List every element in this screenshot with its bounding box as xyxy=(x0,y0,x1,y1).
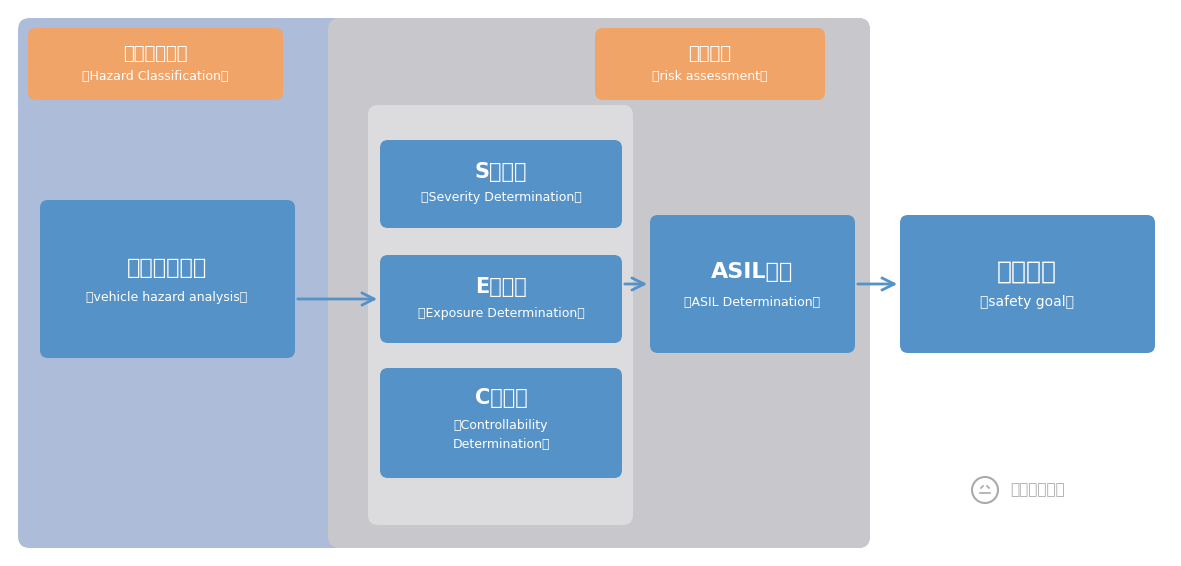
Text: （safety goal）: （safety goal） xyxy=(980,295,1074,309)
FancyBboxPatch shape xyxy=(380,255,622,343)
Text: 焉知智能汽车: 焉知智能汽车 xyxy=(1010,482,1065,498)
FancyBboxPatch shape xyxy=(18,18,870,548)
Text: （Exposure Determination）: （Exposure Determination） xyxy=(418,307,585,319)
FancyBboxPatch shape xyxy=(900,215,1155,353)
Text: 风险评估: 风险评估 xyxy=(689,45,731,63)
Text: （Controllability: （Controllability xyxy=(454,418,548,431)
Text: （risk assessment）: （risk assessment） xyxy=(652,70,768,83)
FancyBboxPatch shape xyxy=(380,368,622,478)
FancyBboxPatch shape xyxy=(650,215,855,353)
FancyBboxPatch shape xyxy=(40,200,295,358)
FancyBboxPatch shape xyxy=(380,140,622,228)
Text: （Severity Determination）: （Severity Determination） xyxy=(420,191,581,204)
Text: ASIL评定: ASIL评定 xyxy=(711,262,794,282)
Text: Determination）: Determination） xyxy=(452,439,549,452)
Text: （ASIL Determination）: （ASIL Determination） xyxy=(684,295,820,308)
Text: （Hazard Classification）: （Hazard Classification） xyxy=(81,70,228,83)
Text: 整车危害分析: 整车危害分析 xyxy=(126,258,207,278)
FancyBboxPatch shape xyxy=(28,28,283,100)
FancyBboxPatch shape xyxy=(368,105,633,525)
Text: （vehicle hazard analysis）: （vehicle hazard analysis） xyxy=(86,291,248,305)
FancyBboxPatch shape xyxy=(328,18,870,548)
Text: 危害事件分类: 危害事件分类 xyxy=(123,45,188,63)
Text: C值评定: C值评定 xyxy=(475,388,528,408)
Text: S值评定: S值评定 xyxy=(475,162,527,182)
FancyBboxPatch shape xyxy=(595,28,826,100)
Text: 安全目标: 安全目标 xyxy=(997,260,1057,284)
Text: E值评定: E值评定 xyxy=(475,277,527,297)
